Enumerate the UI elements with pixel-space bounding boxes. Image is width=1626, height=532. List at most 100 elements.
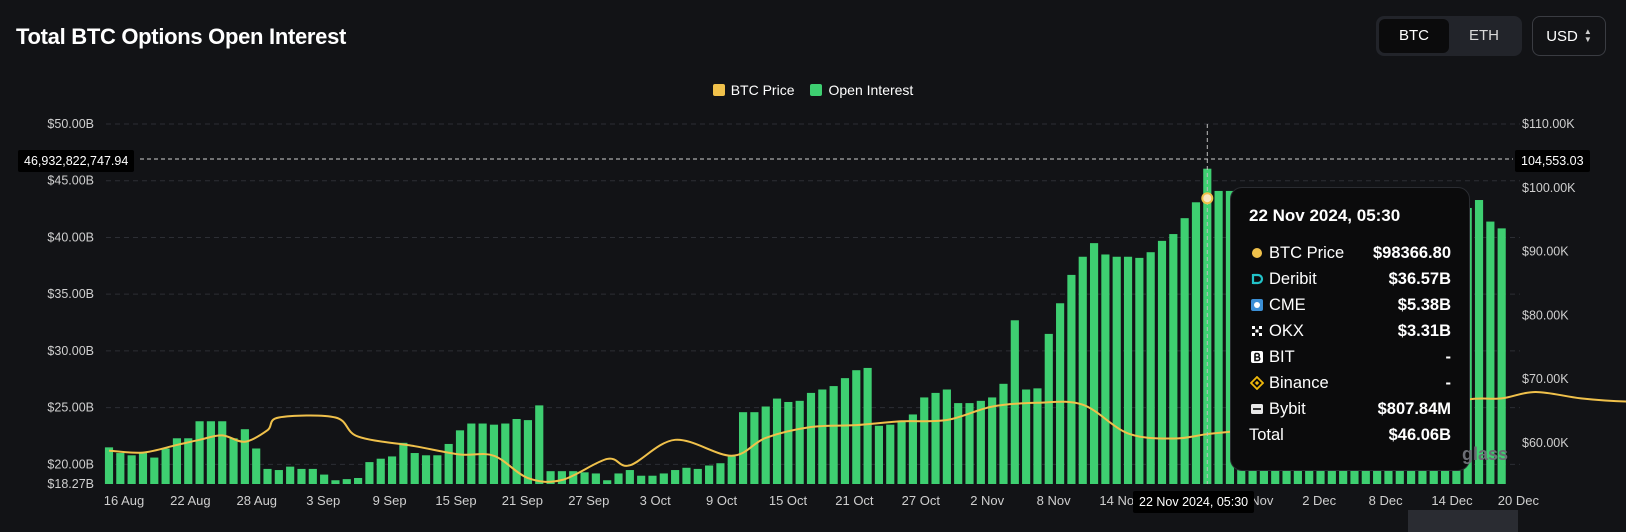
currency-label: USD	[1546, 27, 1578, 45]
currency-select[interactable]: USD ▲ ▼	[1532, 16, 1606, 56]
open-interest-bar	[263, 468, 272, 484]
crosshair	[140, 124, 1513, 484]
x-axis-tick-label: 14 Dec	[1431, 493, 1473, 508]
open-interest-bar	[580, 472, 589, 484]
tooltip-name: Bybit	[1269, 399, 1306, 418]
left-axis-tick-label: $35.00B	[47, 287, 94, 301]
bybit-icon	[1249, 401, 1265, 417]
open-interest-bar	[1497, 228, 1506, 484]
open-interest-bar	[863, 367, 872, 484]
left-axis-tick-label: $40.00B	[47, 230, 94, 244]
x-axis-tick-label: 21 Sep	[502, 493, 543, 508]
open-interest-bar	[976, 400, 985, 484]
open-interest-bar	[297, 468, 306, 484]
open-interest-bar	[1203, 168, 1212, 484]
btc-price-dot-icon	[1249, 245, 1265, 261]
tooltip-name: Deribit	[1269, 269, 1317, 288]
open-interest-bar	[942, 389, 951, 484]
crosshair-point-marker	[1201, 192, 1214, 205]
tooltip-name: Binance	[1269, 373, 1329, 392]
tooltip-value: -	[1445, 373, 1452, 392]
open-interest-bar	[252, 448, 261, 484]
open-interest-bar	[693, 468, 702, 484]
brand-watermark: glass	[1462, 444, 1509, 464]
asset-option-eth[interactable]: ETH	[1469, 27, 1499, 44]
open-interest-bar	[806, 392, 816, 484]
left-axis-tick-label: $45.00B	[47, 174, 94, 188]
x-axis-tick-label: 8 Nov	[1037, 493, 1071, 508]
open-interest-bar	[342, 479, 351, 484]
open-interest-bar	[399, 442, 408, 484]
open-interest-bar	[738, 412, 748, 484]
tooltip-row-btc-price: BTC Price $98366.80	[1249, 240, 1451, 266]
open-interest-bar	[1112, 256, 1121, 484]
right-axis-tick-label: $90.00K	[1522, 245, 1569, 259]
open-interest-bar	[727, 456, 736, 484]
right-axis-tick-label: $110.00K	[1522, 117, 1575, 131]
open-interest-bar	[772, 398, 782, 484]
legend-item-open-interest[interactable]: Open Interest	[810, 82, 913, 98]
open-interest-bar	[1044, 333, 1053, 484]
x-axis-tick-label: 3 Oct	[640, 493, 671, 508]
open-interest-bar	[659, 473, 668, 484]
open-interest-bar	[557, 471, 566, 484]
open-interest-bar	[682, 467, 691, 484]
open-interest-bar	[308, 468, 317, 484]
open-interest-bar	[1135, 257, 1144, 484]
open-interest-bar	[1169, 234, 1178, 484]
x-axis-tick-label: 28 Aug	[237, 493, 278, 508]
cme-icon	[1249, 297, 1265, 313]
range-navigator[interactable]	[1408, 510, 1518, 532]
legend-swatch-open-interest	[810, 84, 823, 96]
tooltip-row-bybit: Bybit $807.84M	[1249, 396, 1451, 422]
tooltip-value: $5.38B	[1397, 295, 1451, 314]
x-axis-tick-label: 15 Sep	[435, 493, 476, 508]
binance-icon	[1249, 375, 1265, 391]
x-axis-tick-label: 9 Sep	[373, 493, 407, 508]
open-interest-bar	[1033, 388, 1042, 484]
tooltip-value: $3.31B	[1397, 321, 1451, 340]
open-interest-bar	[104, 447, 114, 484]
x-axis-tick-label: 14 Nov	[1099, 493, 1141, 508]
chevron-updown-icon: ▲ ▼	[1583, 27, 1592, 44]
tooltip-value: -	[1445, 347, 1452, 366]
right-axis-tick-label: $80.00K	[1522, 308, 1569, 322]
chart-tooltip: 22 Nov 2024, 05:30 BTC Price $98366.80 D…	[1230, 187, 1470, 471]
x-axis-tick-label: 8 Dec	[1369, 493, 1403, 508]
open-interest-bar	[818, 389, 827, 484]
page-title: Total BTC Options Open Interest	[16, 24, 347, 49]
open-interest-bar	[1157, 240, 1167, 484]
legend-label-open-interest: Open Interest	[828, 82, 914, 98]
open-interest-bar	[988, 397, 997, 484]
tooltip-name: CME	[1269, 295, 1306, 314]
open-interest-bar	[138, 453, 148, 484]
open-interest-bar	[150, 457, 159, 484]
x-axis-tick-label: 9 Oct	[706, 493, 737, 508]
open-interest-bar	[784, 401, 793, 484]
open-interest-bar	[421, 455, 431, 484]
open-interest-bar	[874, 425, 884, 484]
tooltip-name: BIT	[1269, 347, 1295, 366]
open-interest-bar	[965, 403, 974, 484]
tooltip-row-okx: OKX $3.31B	[1249, 318, 1451, 344]
x-axis-tick-label: 2 Dec	[1302, 493, 1336, 508]
open-interest-bar	[886, 424, 895, 484]
open-interest-bar	[240, 429, 249, 484]
legend-item-btc-price[interactable]: BTC Price	[712, 82, 794, 98]
open-interest-bar	[852, 370, 861, 484]
bit-icon	[1249, 349, 1265, 365]
open-interest-bar	[705, 465, 714, 484]
crosshair-right-value: 104,553.03	[1515, 150, 1590, 172]
open-interest-bar	[1146, 252, 1155, 484]
open-interest-bar	[501, 423, 510, 484]
open-interest-bar	[1225, 190, 1235, 484]
asset-option-btc[interactable]: BTC	[1379, 19, 1449, 53]
open-interest-bar	[127, 455, 136, 484]
open-interest-bar	[489, 424, 499, 484]
tooltip-time: 22 Nov 2024, 05:30	[1249, 206, 1401, 225]
open-interest-bar	[591, 473, 600, 484]
tooltip-value: $98366.80	[1373, 243, 1451, 262]
left-axis-tick-label: $20.00B	[47, 457, 94, 471]
legend-swatch-btc-price	[712, 84, 725, 96]
open-interest-bar	[716, 463, 725, 484]
